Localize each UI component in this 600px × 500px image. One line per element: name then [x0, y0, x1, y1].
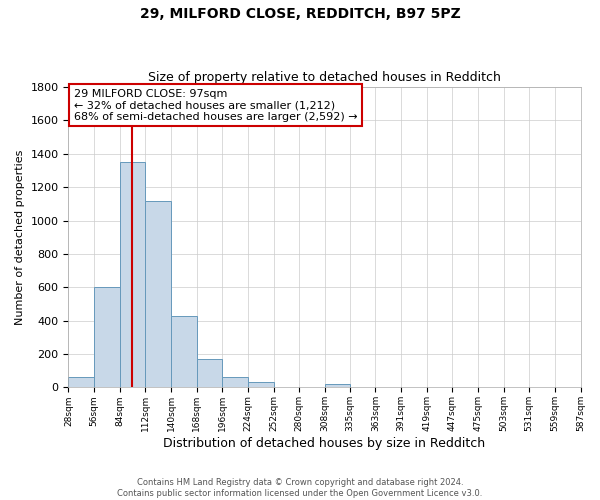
- Bar: [145, 200, 171, 388]
- Text: 29 MILFORD CLOSE: 97sqm
← 32% of detached houses are smaller (1,212)
68% of semi: 29 MILFORD CLOSE: 97sqm ← 32% of detache…: [74, 88, 357, 122]
- Bar: [197, 359, 223, 388]
- Bar: [325, 384, 350, 388]
- Title: Size of property relative to detached houses in Redditch: Size of property relative to detached ho…: [148, 72, 501, 85]
- Bar: [68, 378, 94, 388]
- Bar: [248, 382, 274, 388]
- Bar: [223, 378, 248, 388]
- Y-axis label: Number of detached properties: Number of detached properties: [15, 150, 25, 325]
- Bar: [171, 316, 197, 388]
- Bar: [120, 162, 145, 388]
- Text: 29, MILFORD CLOSE, REDDITCH, B97 5PZ: 29, MILFORD CLOSE, REDDITCH, B97 5PZ: [140, 8, 460, 22]
- X-axis label: Distribution of detached houses by size in Redditch: Distribution of detached houses by size …: [163, 437, 485, 450]
- Text: Contains HM Land Registry data © Crown copyright and database right 2024.
Contai: Contains HM Land Registry data © Crown c…: [118, 478, 482, 498]
- Bar: [94, 288, 120, 388]
